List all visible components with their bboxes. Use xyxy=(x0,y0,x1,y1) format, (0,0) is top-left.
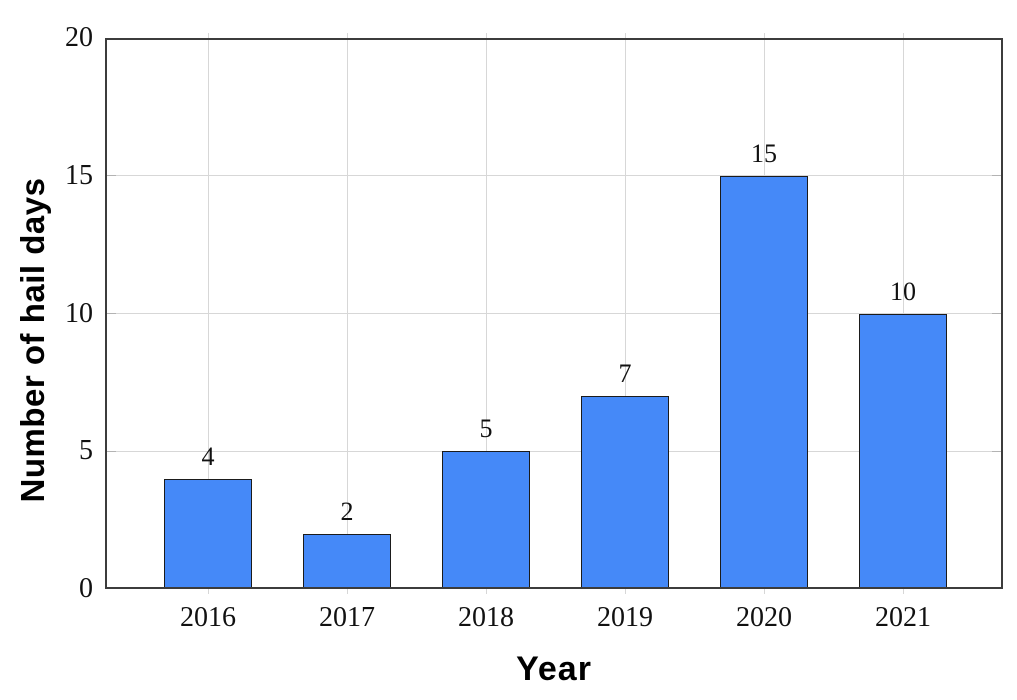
x-tick-label: 2017 xyxy=(319,602,375,633)
bar-2016 xyxy=(164,478,252,589)
x-tick-label: 2018 xyxy=(458,602,514,633)
y-tick-mark xyxy=(992,313,1003,314)
x-tick-label: 2020 xyxy=(736,602,792,633)
bar-value-label: 5 xyxy=(479,414,493,444)
x-tick-label: 2019 xyxy=(597,602,653,633)
y-axis-label: Number of hail days xyxy=(14,177,51,503)
x-gridline xyxy=(207,33,209,594)
x-tick-label: 2021 xyxy=(875,602,931,633)
y-tick-mark xyxy=(105,313,116,314)
y-tick-label: 20 xyxy=(65,22,93,53)
y-tick-label: 5 xyxy=(79,435,93,467)
bar-value-label: 4 xyxy=(201,441,215,471)
y-tick-label: 0 xyxy=(79,573,93,604)
bar-value-label: 7 xyxy=(618,359,632,389)
bar-2017 xyxy=(303,533,391,589)
y-tick-label: 15 xyxy=(65,159,93,191)
y-tick-mark xyxy=(105,450,116,452)
x-gridline xyxy=(485,33,487,594)
x-gridline xyxy=(624,33,626,594)
bar-value-label: 2 xyxy=(340,496,354,526)
bar-2021 xyxy=(859,313,947,589)
y-tick-mark xyxy=(992,175,1003,177)
y-gridline xyxy=(105,450,1003,452)
bar-value-label: 15 xyxy=(751,138,777,168)
y-gridline xyxy=(105,175,1003,177)
bar-value-label: 10 xyxy=(890,276,916,306)
y-tick-label: 10 xyxy=(65,297,93,329)
y-tick-mark xyxy=(105,175,116,177)
x-gridline xyxy=(346,33,348,594)
bar-2019 xyxy=(581,396,669,589)
y-gridline xyxy=(105,313,1003,314)
x-tick-label: 2016 xyxy=(180,602,236,633)
x-axis-label: Year xyxy=(516,650,592,688)
bar-2018 xyxy=(442,451,530,589)
bar-2020 xyxy=(720,175,808,589)
y-tick-mark xyxy=(992,450,1003,452)
